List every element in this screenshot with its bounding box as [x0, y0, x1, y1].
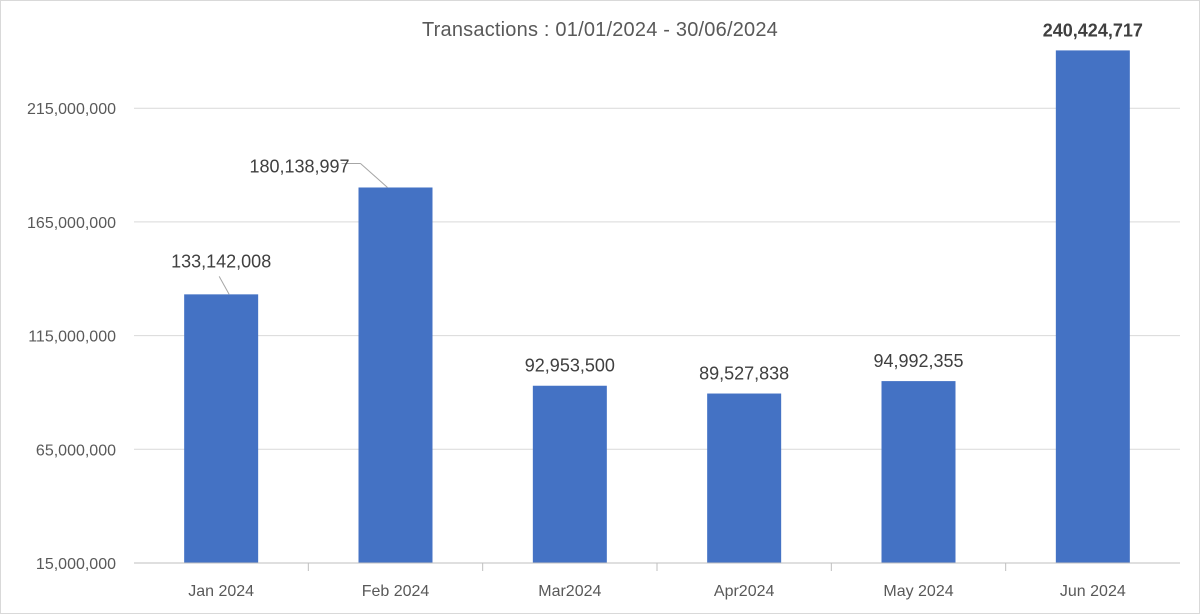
y-tick-label: 215,000,000 [27, 101, 116, 118]
y-tick-label: 65,000,000 [36, 442, 116, 459]
leader-line [360, 163, 388, 188]
bar-5 [881, 381, 956, 563]
bar-4 [707, 393, 782, 563]
leader-line [218, 276, 230, 295]
bars [184, 50, 1130, 563]
chart-title: Transactions : 01/01/2024 - 30/06/2024 [422, 19, 778, 41]
gridlines [134, 107, 1180, 450]
y-tick-label: 115,000,000 [28, 329, 116, 346]
x-axis: Jan 2024 Feb 2024 Mar2024 Apr2024 May 2024 Ju… [134, 562, 1180, 600]
bar-3 [532, 385, 607, 563]
data-label: 94,992,355 [873, 351, 963, 371]
bar-2 [358, 187, 433, 563]
bar-1 [184, 294, 259, 563]
x-tick-label: Mar2024 [538, 583, 601, 600]
data-label: 180,138,997 [249, 156, 349, 176]
x-tick-label: Apr2024 [714, 583, 775, 600]
x-tick-label: Jan 2024 [188, 583, 254, 600]
data-label: 240,424,717 [1043, 20, 1143, 40]
data-labels: 133,142,008 180,138,997 92,953,500 89,527,8… [171, 20, 1143, 383]
y-tick-label: 15,000,000 [36, 556, 116, 573]
y-tick-label: 165,000,000 [27, 215, 116, 232]
data-label: 89,527,838 [699, 364, 789, 384]
x-tick-label: May 2024 [883, 583, 953, 600]
bar-6 [1055, 50, 1130, 563]
x-tick-label: Jun 2024 [1060, 583, 1126, 600]
x-tick-label: Feb 2024 [362, 583, 430, 600]
data-label: 92,953,500 [525, 356, 615, 376]
data-label: 133,142,008 [171, 251, 271, 271]
y-axis: 15,000,000 65,000,000 115,000,000 165,000,0… [27, 101, 116, 573]
